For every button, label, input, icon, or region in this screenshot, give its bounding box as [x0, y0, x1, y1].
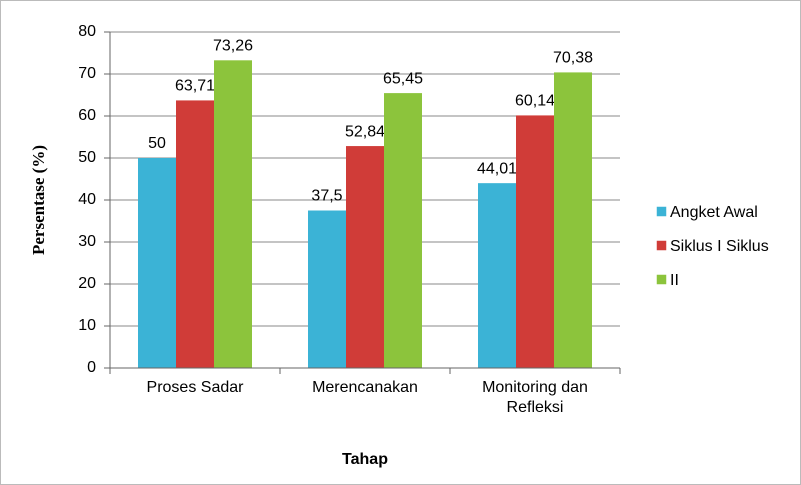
y-tick-label: 70 [78, 65, 96, 82]
x-tick-label: Merencanakan [312, 379, 418, 396]
bar [478, 183, 516, 368]
data-label: 37,5 [311, 188, 342, 205]
bar [554, 72, 592, 369]
data-label: 70,38 [553, 50, 593, 67]
legend-label: II [670, 272, 679, 289]
y-tick-label: 10 [78, 317, 96, 334]
legend-label: Siklus I Siklus [670, 238, 769, 255]
x-axis-title: Tahap [342, 451, 388, 468]
y-tick-label: 80 [78, 23, 96, 40]
y-tick-label: 0 [87, 359, 96, 376]
x-tick-label: Monitoring dan Refleksi [482, 379, 588, 416]
data-label: 60,14 [515, 93, 555, 110]
legend-swatch [655, 273, 668, 286]
y-tick-label: 60 [78, 107, 96, 124]
x-tick-label: Proses Sadar [146, 379, 244, 396]
y-tick-label: 50 [78, 149, 96, 166]
legend-label: Angket Awal [670, 204, 758, 221]
y-tick-label: 30 [78, 233, 96, 250]
data-label: 63,71 [175, 78, 215, 95]
data-label: 50 [148, 135, 166, 152]
bar [346, 146, 384, 368]
legend-swatch [655, 205, 668, 218]
data-label: 52,84 [345, 123, 385, 140]
bar [176, 100, 214, 368]
bar [138, 158, 176, 368]
bar [516, 115, 554, 368]
bar [214, 60, 252, 369]
data-label: 44,01 [477, 160, 517, 177]
y-axis-title: Persentase (%) [29, 145, 48, 255]
data-label: 73,26 [213, 38, 253, 55]
data-label: 65,45 [383, 70, 423, 87]
y-tick-label: 40 [78, 191, 96, 208]
y-tick-label: 20 [78, 275, 96, 292]
bar [384, 93, 422, 369]
bar [308, 210, 346, 368]
legend-swatch [655, 239, 668, 252]
